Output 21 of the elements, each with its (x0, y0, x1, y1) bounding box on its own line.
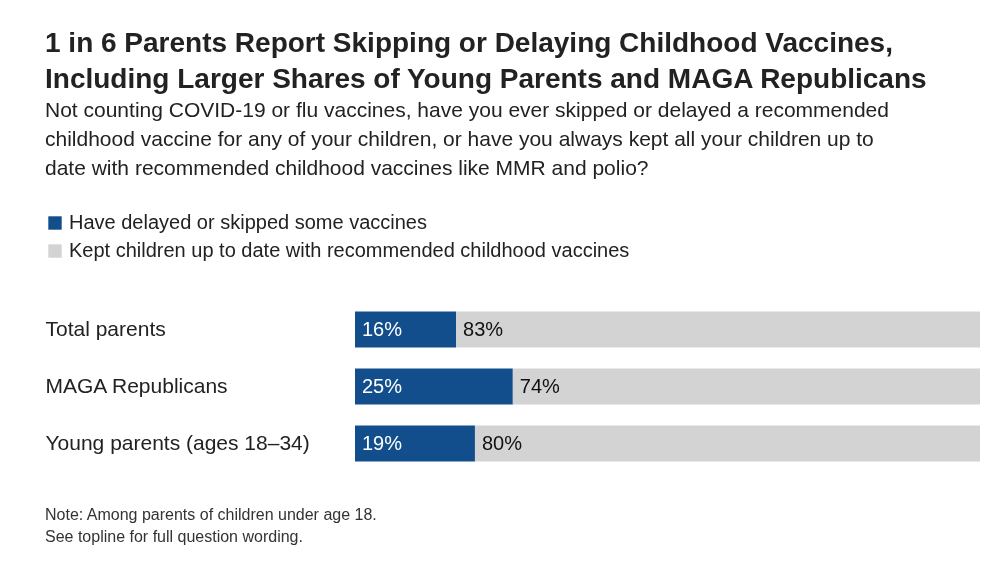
bar (512, 368, 980, 405)
chart-title: 1 in 6 Parents Report Skipping or Delaying Childhood Vaccines, Including Larger Shares of Young Parents and MAGA Republicans (45, 27, 927, 94)
data-label: 19% (362, 431, 403, 454)
bar (474, 425, 980, 462)
legend-label: Kept children up to date with recommended childhood vaccines (69, 239, 630, 261)
bar (355, 311, 457, 348)
text: Note: Among parents of children under age 18. (45, 506, 377, 523)
y-tick-label: MAGA Republicans (45, 373, 228, 397)
data-label: 83% (463, 317, 504, 340)
data-label: 74% (519, 374, 561, 397)
y-tick-label: Young parents (ages 18–34) (45, 430, 310, 454)
bar (456, 311, 980, 348)
data-label: 80% (481, 431, 523, 454)
bar (355, 368, 513, 405)
bar (355, 425, 475, 462)
y-tick-label: Total parents (45, 316, 166, 340)
chart-subtitle: Not counting COVID-19 or flu vaccines, have you ever skipped or delayed a recommended childhood vaccine for any of your children, or have you always kept all your children up to date with recommended childhood vaccines like MMR and polio? (45, 98, 889, 179)
legend-label: Have delayed or skipped some vaccines (69, 211, 427, 233)
text: See topline for full question wording. (45, 528, 303, 545)
data-label: 25% (362, 374, 403, 397)
data-label: 16% (362, 317, 403, 340)
